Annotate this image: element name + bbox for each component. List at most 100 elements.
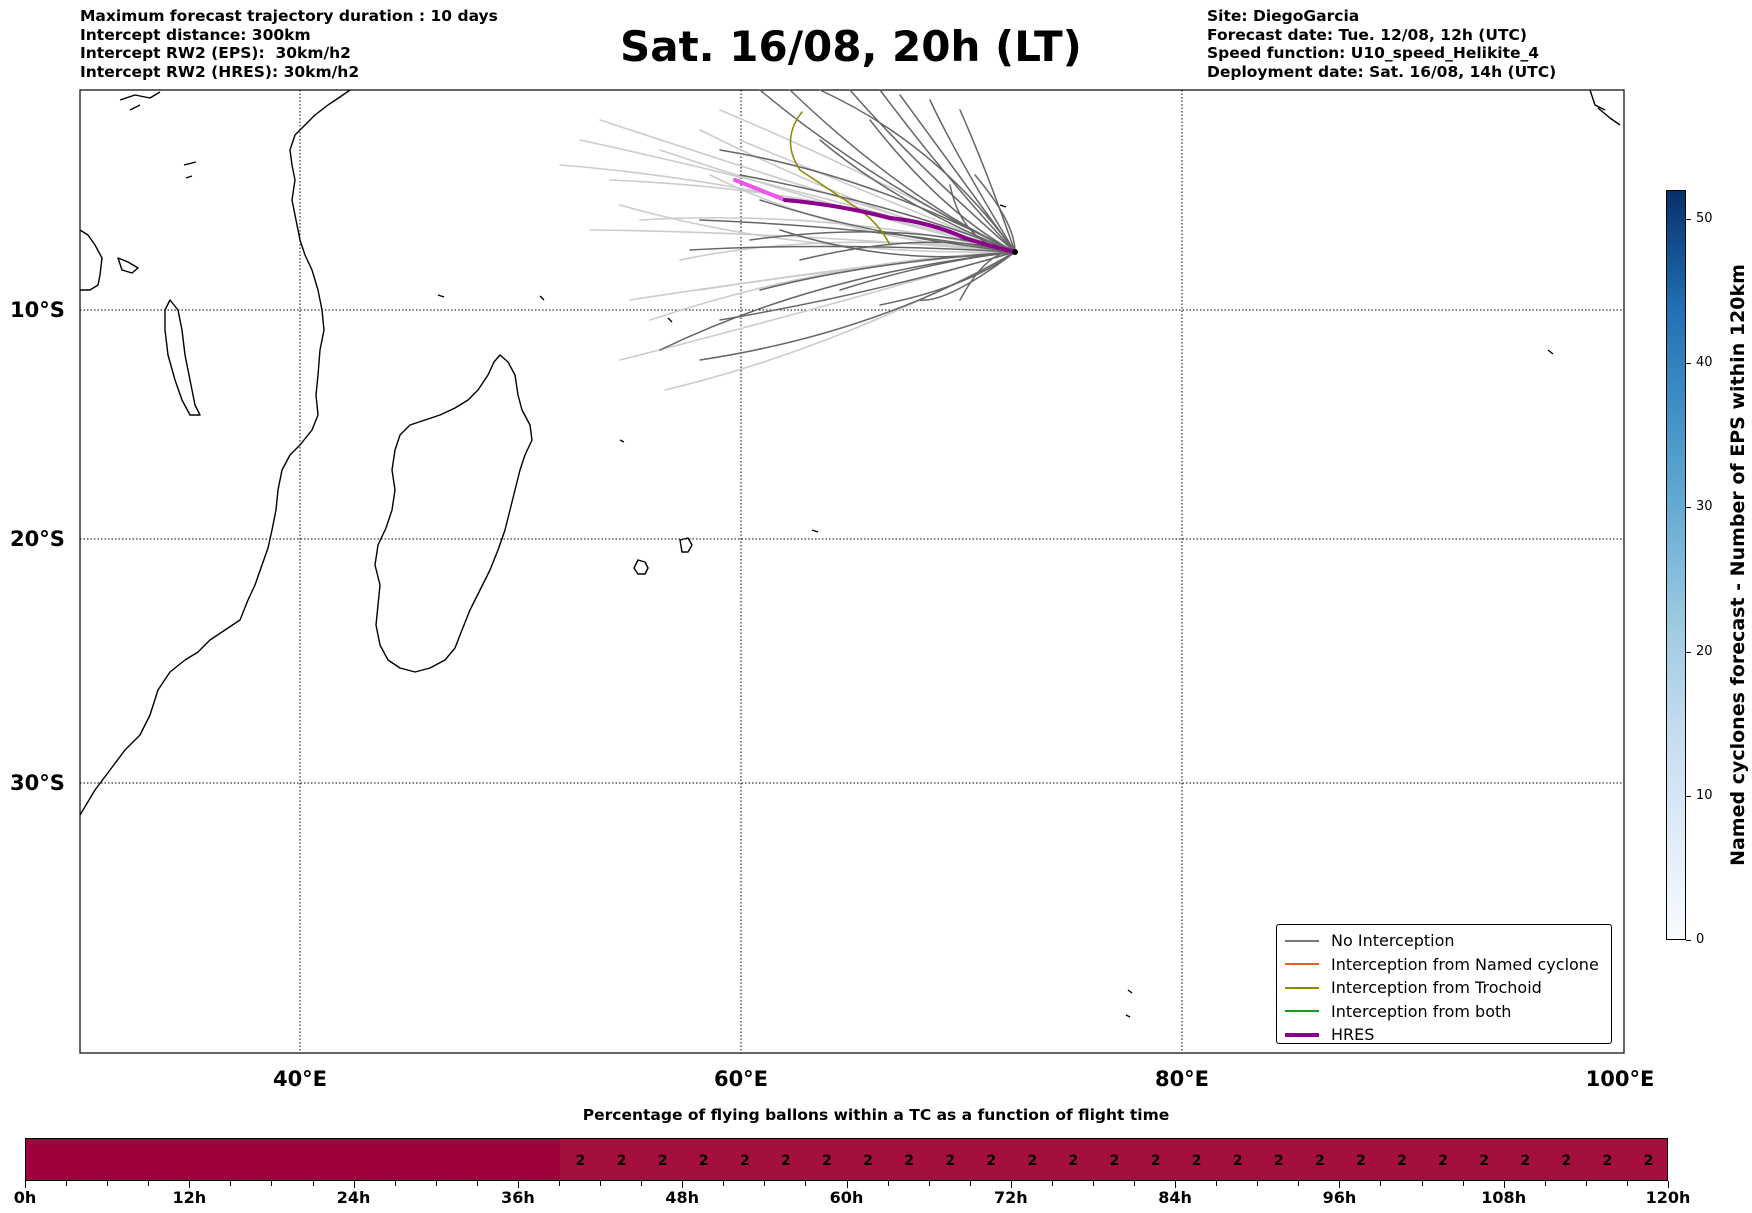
timebar-tick <box>1503 1181 1505 1188</box>
timebar-tick <box>764 1181 766 1186</box>
timebar-tick <box>1585 1181 1587 1186</box>
timebar-label: 120h <box>1645 1188 1691 1207</box>
legend-swatch-trochoid <box>1285 986 1319 989</box>
timebar-tick <box>312 1181 314 1186</box>
trajectory-line <box>719 149 1016 253</box>
timebar-cell-value: 2 <box>1314 1153 1325 1169</box>
colorbar-tick <box>1686 218 1691 220</box>
trajectory-line <box>959 109 1016 253</box>
legend-label-trochoid: Interception from Trochoid <box>1331 978 1542 998</box>
trajectory-line <box>689 245 1016 253</box>
timebar-tick <box>1175 1181 1177 1188</box>
deployment-site-marker <box>1012 249 1018 255</box>
timebar-cell-value: 2 <box>575 1153 586 1169</box>
socotra-island <box>117 257 139 274</box>
trajectories <box>559 89 1017 391</box>
colorbar-label: Named cyclones forecast - Number of EPS … <box>1727 264 1749 866</box>
timebar-tick <box>271 1181 273 1186</box>
timebar-cell-value: 2 <box>1479 1153 1490 1169</box>
timebar-cell-value: 2 <box>1602 1153 1613 1169</box>
timebar-tick <box>1051 1181 1053 1186</box>
timebar-label: 96h <box>1322 1188 1357 1207</box>
timebar-cell-value: 2 <box>945 1153 956 1169</box>
timebar-tick <box>887 1181 889 1186</box>
timebar-label: 84h <box>1158 1188 1192 1207</box>
legend-swatch-both <box>1285 1010 1319 1013</box>
header-intercept-hres: Intercept RW2 (HRES): 30km/h2 <box>80 62 360 81</box>
timebar-label: 0h <box>13 1188 37 1207</box>
timebar-tick <box>682 1181 684 1188</box>
legend-label-hres: HRES <box>1331 1025 1375 1045</box>
timebar-tick <box>1257 1181 1259 1186</box>
timebar-cell-value: 2 <box>1438 1153 1448 1169</box>
timebar-cell-value: 2 <box>1109 1153 1120 1169</box>
timebar-tick <box>1421 1181 1423 1186</box>
small-islands <box>437 204 1554 1018</box>
timebar-tick <box>723 1181 725 1186</box>
timebar-tick <box>969 1181 971 1186</box>
arabia-coastline <box>79 229 103 291</box>
trajectory-line <box>619 204 1016 254</box>
north-islands <box>119 89 1621 179</box>
lon-label-60e: 60°E <box>714 1067 768 1091</box>
mauritius-island <box>679 537 693 553</box>
timebar-label: 12h <box>172 1188 207 1207</box>
lat-label-10s: 10°S <box>10 298 65 322</box>
trajectory-line <box>879 89 1016 253</box>
timebar-cell-value: 2 <box>781 1153 791 1169</box>
timebar-cell-value: 2 <box>1643 1153 1654 1169</box>
timebar-cell-value: 2 <box>1150 1153 1161 1169</box>
timebar-cell-value: 2 <box>1356 1153 1366 1169</box>
timebar-tick <box>558 1181 560 1186</box>
timebar-cell-value: 2 <box>822 1153 832 1169</box>
legend-swatch-named-cyclone <box>1285 963 1319 966</box>
colorbar-tick <box>1686 507 1691 509</box>
timebar-tick <box>928 1181 930 1186</box>
timebar-cell-value: 2 <box>1232 1153 1243 1169</box>
trajectory-line <box>974 174 1016 253</box>
coastlines <box>79 89 1621 1018</box>
timebar-tick <box>1298 1181 1300 1186</box>
timebar-tick <box>1092 1181 1094 1186</box>
gridlines <box>80 90 1624 1053</box>
colorbar-tick-label: 30 <box>1696 499 1713 515</box>
lon-labels: 40°E 60°E 80°E 100°E <box>273 1067 1654 1091</box>
timebar-tick <box>1544 1181 1546 1186</box>
trajectory-line <box>719 251 1016 321</box>
trajectory-line <box>759 199 1016 253</box>
trajectory-line <box>919 251 1016 301</box>
colorbar-tick <box>1686 795 1691 797</box>
timebar-tick <box>1216 1181 1218 1186</box>
timebar-cell-value: 2 <box>1191 1153 1202 1169</box>
reunion-island <box>633 559 649 575</box>
trajectory-line <box>649 251 1016 321</box>
colorbar-tick-label: 20 <box>1696 643 1713 659</box>
trajectory-line <box>819 139 1016 253</box>
timebar-label: 36h <box>501 1188 535 1207</box>
timebar-cell-value: 2 <box>616 1153 627 1169</box>
timebar-cell-value: 2 <box>1397 1153 1407 1169</box>
colorbar-tick-label: 10 <box>1696 787 1713 803</box>
legend-label-no-interception: No Interception <box>1331 931 1455 951</box>
header-speed-function: Speed function: U10_speed_Helikite_4 <box>1207 44 1540 62</box>
header-right: Site: DiegoGarcia Forecast date: Tue. 12… <box>1207 7 1556 81</box>
timebar-label: 48h <box>665 1188 700 1207</box>
timebar-cell-value: 2 <box>698 1153 709 1169</box>
timebar-label: 24h <box>336 1188 371 1207</box>
lon-label-40e: 40°E <box>273 1067 327 1091</box>
timebar-cell-value: 2 <box>1027 1153 1038 1169</box>
timebar-tick <box>107 1181 109 1186</box>
timebar-tick <box>1339 1181 1341 1188</box>
trajectory-line <box>759 251 1016 291</box>
lat-label-20s: 20°S <box>10 527 65 551</box>
colorbar-tick <box>1686 363 1691 365</box>
header-intercept-eps: Intercept RW2 (EPS): 30km/h2 <box>80 44 351 62</box>
timebar-tick <box>230 1181 232 1186</box>
timebar-tick <box>476 1181 478 1186</box>
timebar-tick <box>517 1181 519 1188</box>
header-left: Maximum forecast trajectory duration : 1… <box>80 7 498 81</box>
timebar-tick <box>1626 1181 1628 1186</box>
header-intercept-distance: Intercept distance: 300km <box>80 25 311 44</box>
colorbar-tick <box>1686 940 1691 941</box>
